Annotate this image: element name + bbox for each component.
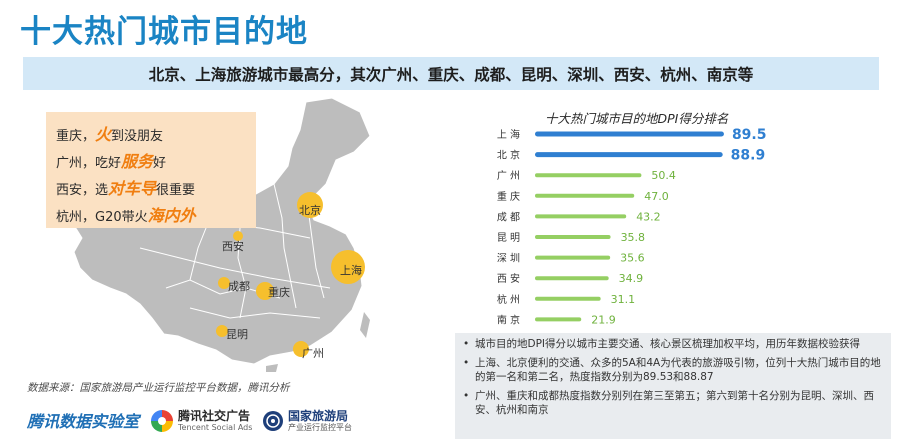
tencent-social-ads-logo: 腾讯社交广告 Tencent Social Ads [150, 409, 252, 433]
city-label-beijing: 北京 [299, 204, 321, 217]
bar [535, 173, 642, 178]
city-label-shanghai: 上海 [340, 264, 362, 277]
pinwheel-icon [151, 410, 173, 432]
data-source: 数据来源：国家旅游局产业运行监控平台数据，腾讯分析 [27, 382, 290, 394]
city-dot-chengdu [218, 277, 230, 289]
bar-category-label: 北 京 [497, 149, 520, 162]
gov-logo-cn: 国家旅游局 [288, 409, 349, 423]
notes-panel: • 城市目的地DPI得分以城市主要交通、核心景区梳理加权平均，用历年数据校验获得 … [455, 333, 891, 439]
note-text: 广州、重庆和成都热度指数分别列在第三至第五；第六到第十名分别为昆明、深圳、西安、… [475, 389, 874, 417]
gov-logo-sub: 产业运行监控平台 [288, 423, 352, 432]
highlight-text: 杭州，G20带火 [56, 210, 148, 225]
highlight-keyword: 对车导 [108, 179, 157, 198]
city-label-kunming: 昆明 [226, 328, 248, 341]
bar [535, 193, 635, 198]
highlight-keyword: 服务 [121, 152, 154, 171]
city-label-xian: 西安 [222, 240, 244, 253]
city-label-guangzhou: 广州 [302, 347, 324, 360]
bar-value-label: 88.9 [731, 148, 766, 164]
note-item: • 城市目的地DPI得分以城市主要交通、核心景区梳理加权平均，用历年数据校验获得 [463, 338, 861, 350]
bar-value-label: 50.4 [651, 169, 676, 182]
highlight-guangzhou: 广州，吃好服务好 [56, 148, 256, 175]
bar-value-label: 35.8 [621, 231, 646, 244]
bar-value-label: 31.1 [611, 293, 636, 306]
note-text: 上海、北京便利的交通、众多的5A和4A为代表的旅游吸引物，位列十大热门城市目的地… [475, 356, 881, 384]
bar [535, 317, 582, 322]
highlight-hangzhou: 杭州，G20带火海内外 [56, 202, 256, 229]
bar-category-label: 广 州 [497, 170, 520, 182]
bar-value-label: 47.0 [644, 190, 669, 203]
summary-banner: 北京、上海旅游城市最高分，其次广州、重庆、成都、昆明、深圳、西安、杭州、南京等 [23, 57, 879, 90]
city-highlights-box: 重庆，火到没朋友 广州，吃好服务好 西安，选对车导很重要 杭州，G20带火海内外 [46, 112, 256, 228]
city-dot-guangzhou [293, 341, 309, 357]
hainan-island [266, 364, 278, 372]
note-item: • 上海、北京便利的交通、众多的5A和4A为代表的旅游吸引物，位列十大热门城市目的… [463, 356, 885, 385]
chart-title: 十大热门城市目的地DPI得分排名 [545, 111, 729, 126]
national-tourism-logo: 国家旅游局 产业运行监控平台 [262, 409, 352, 433]
ads-logo-en: Tencent Social Ads [178, 423, 253, 432]
page-title: 十大热门城市目的地 [20, 14, 308, 50]
note-text: 城市目的地DPI得分以城市主要交通、核心景区梳理加权平均，用历年数据校验获得 [475, 338, 861, 350]
bar-category-label: 南 京 [497, 313, 520, 326]
city-dot-kunming [216, 325, 228, 337]
highlight-keyword: 火 [95, 125, 112, 144]
ads-logo-cn: 腾讯社交广告 [178, 409, 251, 423]
bar-category-label: 西 安 [497, 272, 520, 285]
highlight-chongqing: 重庆，火到没朋友 [56, 121, 256, 148]
emblem-icon [263, 411, 283, 431]
highlight-keyword: 海内外 [147, 206, 196, 225]
bar [535, 152, 723, 158]
bar [535, 235, 611, 239]
city-dot-xian [233, 231, 243, 241]
dpi-bar-chart: 上 海 89.5 北 京 88.9 广 州 50.4 重 庆 47.0 成 都 43.2 昆 明 35… [497, 127, 767, 326]
highlight-text: 很重要 [156, 183, 196, 198]
bar [535, 276, 609, 281]
bar-value-label: 21.9 [591, 313, 616, 326]
bar [535, 131, 724, 137]
bar-value-label: 34.9 [619, 272, 644, 285]
bar-category-label: 成 都 [497, 211, 520, 223]
bar-category-label: 昆 明 [497, 232, 520, 244]
bar-value-label: 35.6 [620, 252, 645, 265]
city-dot-beijing [297, 192, 323, 218]
bar-category-label: 重 庆 [497, 190, 520, 203]
highlight-text: 重庆， [56, 129, 96, 144]
note-item: • 广州、重庆和成都热度指数分别列在第三至第五；第六到第十名分别为昆明、深圳、西安… [463, 389, 885, 418]
highlight-text: 到没朋友 [111, 129, 164, 144]
summary-banner-text: 北京、上海旅游城市最高分，其次广州、重庆、成都、昆明、深圳、西安、杭州、南京等 [148, 65, 754, 84]
city-label-chongqing: 重庆 [268, 286, 290, 299]
highlight-text: 西安，选 [56, 183, 109, 198]
bar [535, 296, 601, 301]
city-dot-chongqing [256, 282, 274, 300]
bar-value-label: 43.2 [636, 210, 661, 223]
bar-category-label: 上 海 [497, 128, 520, 141]
city-label-chengdu: 成都 [228, 280, 250, 293]
highlight-text: 广州，吃好 [56, 156, 122, 171]
bar [535, 255, 611, 260]
taiwan-island [360, 312, 370, 338]
highlight-text: 好 [153, 156, 167, 171]
tencent-data-lab-logo: 腾讯数据实验室 [27, 412, 140, 431]
bar [535, 214, 627, 219]
bar-category-label: 深 圳 [497, 253, 520, 265]
city-dot-shanghai [331, 250, 365, 284]
highlight-xian: 西安，选对车导很重要 [56, 175, 256, 202]
bar-value-label: 89.5 [732, 127, 767, 143]
bar-category-label: 杭 州 [497, 293, 520, 306]
